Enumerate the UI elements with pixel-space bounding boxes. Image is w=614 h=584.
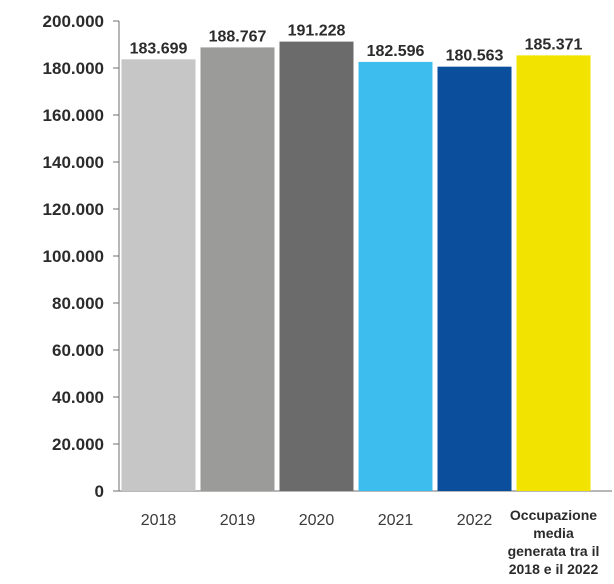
y-tick-label: 60.000 (52, 341, 104, 360)
data-label: 191.228 (288, 23, 346, 40)
bar (358, 61, 433, 491)
x-tick-label: 2018 (141, 512, 177, 529)
y-tick-label: 140.000 (43, 153, 104, 172)
data-label: 182.596 (367, 43, 425, 60)
x-tick-label: 2022 (457, 512, 493, 529)
bar (121, 59, 196, 492)
x-tick-label: Occupazione media generata tra il 2018 e il… (508, 507, 600, 577)
y-tick-label: 20.000 (52, 435, 104, 454)
x-tick-label: 2019 (220, 512, 256, 529)
x-tick-label: 2020 (299, 512, 335, 529)
bar (279, 41, 354, 492)
x-tick-label: 2021 (378, 512, 414, 529)
y-tick-label: 80.000 (52, 294, 104, 313)
bar (516, 55, 591, 492)
y-tick-label: 160.000 (43, 106, 104, 125)
data-label: 180.563 (446, 48, 504, 65)
y-tick-label: 200.000 (43, 12, 104, 31)
y-tick-label: 0 (95, 482, 104, 501)
labels: 0 20.000 40.000 60.000 80.000 100.000 120.000 1… (43, 12, 600, 577)
data-label: 188.767 (209, 28, 267, 45)
bar (200, 47, 275, 491)
data-label: 183.699 (130, 40, 188, 57)
y-tick-label: 40.000 (52, 388, 104, 407)
y-tick-label: 120.000 (43, 200, 104, 219)
bars (121, 41, 591, 492)
y-tick-label: 100.000 (43, 247, 104, 266)
data-label: 185.371 (525, 36, 583, 53)
y-tick-label: 180.000 (43, 59, 104, 78)
bar (437, 66, 512, 492)
